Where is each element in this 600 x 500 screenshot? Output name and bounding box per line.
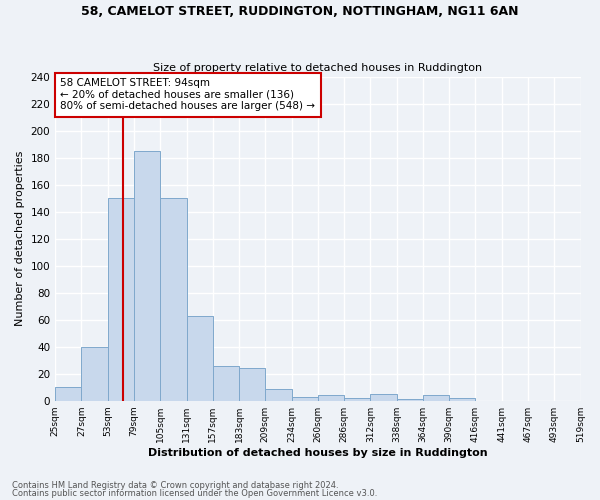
Bar <box>134 151 160 400</box>
X-axis label: Distribution of detached houses by size in Ruddington: Distribution of detached houses by size … <box>148 448 488 458</box>
Bar <box>423 396 449 400</box>
Bar <box>82 346 108 401</box>
Title: Size of property relative to detached houses in Ruddington: Size of property relative to detached ho… <box>153 63 482 73</box>
Bar <box>213 366 239 400</box>
Text: Contains HM Land Registry data © Crown copyright and database right 2024.: Contains HM Land Registry data © Crown c… <box>12 480 338 490</box>
Bar <box>160 198 187 400</box>
Bar <box>344 398 370 400</box>
Bar <box>265 388 292 400</box>
Bar <box>108 198 134 400</box>
Bar <box>292 396 318 400</box>
Text: 58, CAMELOT STREET, RUDDINGTON, NOTTINGHAM, NG11 6AN: 58, CAMELOT STREET, RUDDINGTON, NOTTINGH… <box>81 5 519 18</box>
Bar <box>370 394 397 400</box>
Bar <box>449 398 475 400</box>
Bar <box>318 396 344 400</box>
Bar <box>55 387 82 400</box>
Text: Contains public sector information licensed under the Open Government Licence v3: Contains public sector information licen… <box>12 489 377 498</box>
Text: 58 CAMELOT STREET: 94sqm
← 20% of detached houses are smaller (136)
80% of semi-: 58 CAMELOT STREET: 94sqm ← 20% of detach… <box>61 78 316 112</box>
Y-axis label: Number of detached properties: Number of detached properties <box>15 151 25 326</box>
Bar <box>239 368 265 400</box>
Bar <box>187 316 213 400</box>
